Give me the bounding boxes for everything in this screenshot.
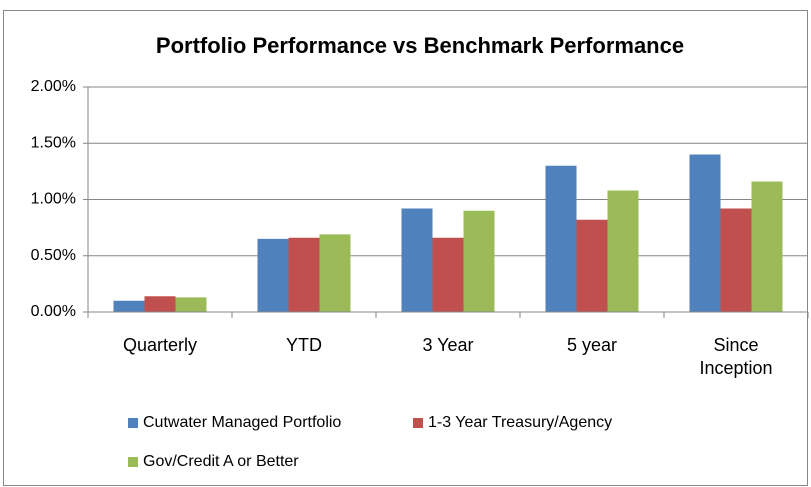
y-tick-label: 2.00% [31,78,76,95]
bar [576,219,608,312]
legend-label: Gov/Credit A or Better [143,453,299,470]
x-tick-label: Since Inception [699,335,773,378]
y-tick-label: 1.50% [31,134,76,151]
bar [175,297,207,312]
bar [463,210,495,312]
chart-title: Portfolio Performance vs Benchmark Perfo… [156,33,684,58]
bar [545,165,577,312]
legend-swatch [128,457,138,467]
x-tick-label: 3 Year [422,335,474,355]
x-tick-label: 5 year [566,335,618,355]
bar [319,234,351,312]
bar [288,237,320,312]
bar [401,208,433,312]
x-tick-label: Quarterly [122,335,198,355]
bar [720,208,752,312]
bar [751,181,783,312]
bar [113,300,145,312]
y-tick-label: 0.00% [31,303,76,320]
legend-swatch [128,418,138,428]
legend-label: Cutwater Managed Portfolio [143,414,341,431]
legend-swatch [413,418,423,428]
y-tick-label: 1.00% [31,191,76,208]
x-tick-label: YTD [286,335,322,355]
bar [144,296,176,312]
bar [689,154,721,312]
bar [257,238,289,312]
legend-label: 1-3 Year Treasury/Agency [428,414,612,431]
y-tick-label: 0.50% [31,247,76,264]
bar [607,190,639,312]
bar [432,237,464,312]
